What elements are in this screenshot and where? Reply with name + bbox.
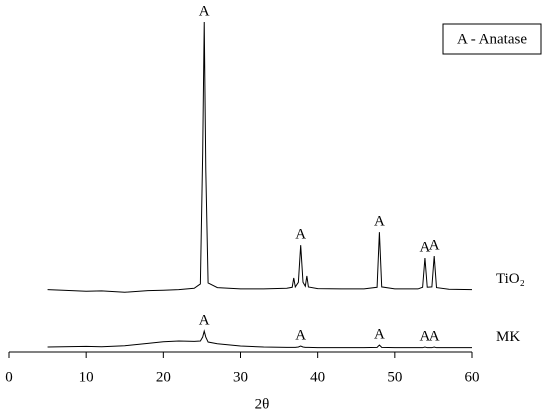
peak-label: A xyxy=(429,328,440,344)
peak-label: A xyxy=(374,326,385,342)
series-label: MK xyxy=(496,329,520,345)
x-tick-label: 0 xyxy=(5,369,13,385)
peak-label: A xyxy=(199,313,210,329)
series-line xyxy=(47,329,472,349)
peak-label: A xyxy=(420,328,431,344)
x-tick-label: 10 xyxy=(79,369,94,385)
x-tick-label: 20 xyxy=(156,369,171,385)
series-label: TiO₂ xyxy=(496,271,525,287)
x-tick-label: 30 xyxy=(233,369,248,385)
peak-label: A xyxy=(429,237,440,253)
peak-label: A xyxy=(420,239,431,255)
peak-label: A xyxy=(374,214,385,230)
peak-label: A xyxy=(295,227,306,243)
x-tick-label: 40 xyxy=(310,369,325,385)
legend-text: A - Anatase xyxy=(457,31,527,47)
series-line xyxy=(47,21,473,293)
peak-label: A xyxy=(295,327,306,343)
x-axis-label: 2θ xyxy=(255,396,270,412)
legend-box xyxy=(442,23,542,55)
x-tick-label: 50 xyxy=(387,369,402,385)
x-tick-label: 60 xyxy=(465,369,480,385)
peak-label: A xyxy=(199,3,210,19)
